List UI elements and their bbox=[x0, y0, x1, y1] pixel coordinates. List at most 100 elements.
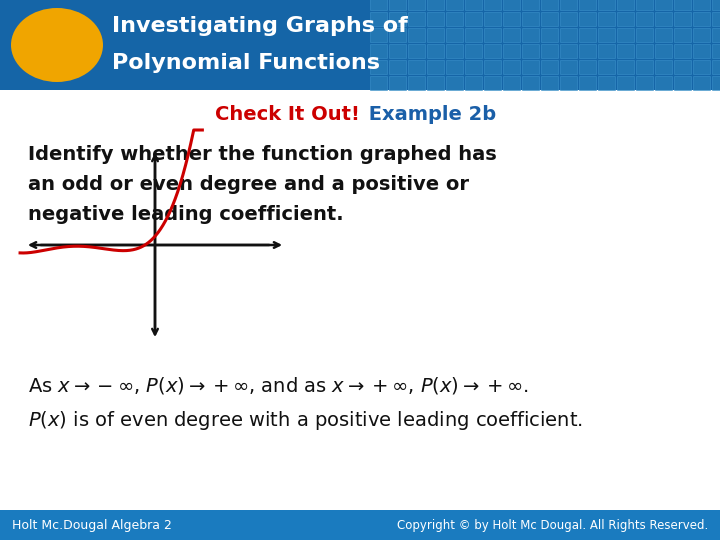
Bar bbox=[503, 44, 520, 58]
Bar bbox=[541, 60, 558, 74]
Text: Example 2b: Example 2b bbox=[362, 105, 496, 125]
Bar bbox=[617, 44, 634, 58]
Bar bbox=[503, 76, 520, 90]
Bar bbox=[484, 76, 501, 90]
Bar bbox=[465, 44, 482, 58]
Bar bbox=[598, 60, 615, 74]
Bar bbox=[465, 0, 482, 10]
Bar bbox=[674, 60, 691, 74]
Bar bbox=[674, 76, 691, 90]
Text: As $x \rightarrow -\infty$, $P(x) \rightarrow +\infty$, and as $x \rightarrow +\: As $x \rightarrow -\infty$, $P(x) \right… bbox=[28, 375, 528, 395]
Bar bbox=[427, 28, 444, 42]
Bar bbox=[389, 44, 406, 58]
Bar bbox=[389, 12, 406, 26]
Bar bbox=[522, 60, 539, 74]
Bar bbox=[712, 0, 720, 10]
Bar bbox=[655, 28, 672, 42]
Bar bbox=[636, 28, 653, 42]
Bar bbox=[579, 44, 596, 58]
Bar bbox=[541, 76, 558, 90]
Bar bbox=[484, 44, 501, 58]
Bar bbox=[617, 76, 634, 90]
Bar bbox=[617, 28, 634, 42]
Bar bbox=[712, 60, 720, 74]
Bar bbox=[541, 28, 558, 42]
Bar bbox=[693, 60, 710, 74]
Bar bbox=[503, 0, 520, 10]
Text: an odd or even degree and a positive or: an odd or even degree and a positive or bbox=[28, 176, 469, 194]
Bar bbox=[598, 0, 615, 10]
Bar bbox=[522, 28, 539, 42]
Bar bbox=[465, 28, 482, 42]
Bar bbox=[446, 12, 463, 26]
Bar bbox=[389, 0, 406, 10]
Bar bbox=[465, 12, 482, 26]
Bar bbox=[370, 0, 387, 10]
Bar bbox=[541, 0, 558, 10]
Bar bbox=[579, 12, 596, 26]
Bar bbox=[712, 76, 720, 90]
Bar bbox=[408, 28, 425, 42]
Bar bbox=[636, 0, 653, 10]
Text: Holt Mc.Dougal Algebra 2: Holt Mc.Dougal Algebra 2 bbox=[12, 518, 172, 531]
Bar bbox=[560, 0, 577, 10]
Bar bbox=[503, 60, 520, 74]
Bar bbox=[579, 76, 596, 90]
Bar bbox=[446, 44, 463, 58]
Bar bbox=[693, 28, 710, 42]
Bar bbox=[560, 28, 577, 42]
Bar bbox=[427, 76, 444, 90]
Bar bbox=[503, 28, 520, 42]
Text: Polynomial Functions: Polynomial Functions bbox=[112, 53, 380, 73]
Bar bbox=[484, 28, 501, 42]
Bar bbox=[389, 76, 406, 90]
Bar bbox=[484, 0, 501, 10]
Bar bbox=[598, 44, 615, 58]
Bar bbox=[655, 44, 672, 58]
Bar bbox=[693, 0, 710, 10]
Bar bbox=[408, 60, 425, 74]
Bar bbox=[0, 510, 720, 540]
Bar bbox=[427, 0, 444, 10]
Bar bbox=[522, 12, 539, 26]
Bar bbox=[465, 60, 482, 74]
Bar bbox=[560, 44, 577, 58]
Bar bbox=[446, 0, 463, 10]
Bar bbox=[446, 60, 463, 74]
Bar bbox=[427, 60, 444, 74]
Bar bbox=[712, 12, 720, 26]
Bar bbox=[522, 44, 539, 58]
Bar bbox=[655, 76, 672, 90]
Bar bbox=[712, 28, 720, 42]
Bar bbox=[636, 44, 653, 58]
Text: Copyright © by Holt Mc Dougal. All Rights Reserved.: Copyright © by Holt Mc Dougal. All Right… bbox=[397, 518, 708, 531]
Bar bbox=[522, 76, 539, 90]
Bar bbox=[674, 0, 691, 10]
Bar bbox=[370, 60, 387, 74]
Bar bbox=[712, 44, 720, 58]
Bar bbox=[541, 44, 558, 58]
Bar bbox=[693, 12, 710, 26]
Text: negative leading coefficient.: negative leading coefficient. bbox=[28, 206, 343, 225]
Text: $P(x)$ is of even degree with a positive leading coefficient.: $P(x)$ is of even degree with a positive… bbox=[28, 408, 583, 431]
Bar bbox=[674, 28, 691, 42]
Bar bbox=[408, 0, 425, 10]
Bar bbox=[617, 12, 634, 26]
Bar bbox=[636, 12, 653, 26]
Bar bbox=[484, 12, 501, 26]
Bar bbox=[655, 60, 672, 74]
Bar bbox=[617, 60, 634, 74]
Bar bbox=[446, 76, 463, 90]
Bar bbox=[541, 12, 558, 26]
Bar bbox=[389, 28, 406, 42]
Bar bbox=[674, 12, 691, 26]
Bar bbox=[370, 76, 387, 90]
Text: Investigating Graphs of: Investigating Graphs of bbox=[112, 16, 408, 36]
Bar bbox=[408, 12, 425, 26]
Bar bbox=[0, 0, 720, 90]
Text: Check It Out!: Check It Out! bbox=[215, 105, 360, 125]
Bar bbox=[617, 0, 634, 10]
Bar bbox=[579, 0, 596, 10]
Bar bbox=[560, 60, 577, 74]
Bar bbox=[655, 12, 672, 26]
